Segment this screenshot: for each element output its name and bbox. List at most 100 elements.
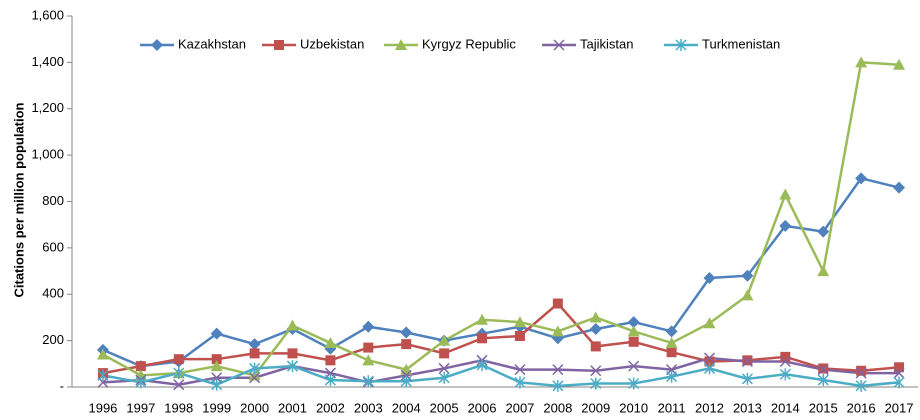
x-tick-label: 2017	[885, 400, 914, 415]
marker	[741, 355, 753, 368]
marker	[135, 376, 147, 389]
x-tick-label: 2013	[733, 400, 762, 415]
legend-label: Tajikistan	[580, 36, 633, 51]
legend-label: Kyrgyz Republic	[422, 36, 516, 51]
y-tick-label: 800	[42, 193, 64, 208]
x-tick-label: 1996	[88, 400, 117, 415]
marker	[627, 316, 640, 329]
series-line	[102, 176, 900, 368]
marker	[97, 369, 109, 382]
marker	[627, 325, 640, 337]
marker	[210, 360, 223, 372]
marker	[438, 362, 450, 374]
marker	[362, 375, 374, 388]
marker	[324, 336, 337, 348]
y-axis-label: Citations per million population	[11, 102, 26, 297]
marker	[628, 377, 640, 390]
marker	[438, 371, 450, 384]
x-tick-label: 1999	[202, 400, 231, 415]
marker	[818, 363, 829, 374]
marker	[400, 326, 413, 339]
marker	[628, 336, 639, 347]
marker	[401, 339, 412, 350]
series-line	[102, 301, 900, 375]
marker	[856, 365, 867, 376]
marker	[780, 351, 791, 362]
marker	[248, 369, 261, 381]
marker	[552, 364, 564, 376]
marker	[249, 372, 261, 384]
marker	[779, 219, 792, 232]
legend-label: Kazakhstan	[178, 36, 246, 51]
series-line	[102, 61, 900, 377]
marker	[666, 347, 677, 358]
y-tick-label: 200	[42, 332, 64, 347]
marker	[741, 372, 753, 385]
x-tick-label: 2010	[619, 400, 648, 415]
marker	[590, 365, 602, 377]
marker	[893, 367, 905, 379]
x-tick-label: 2001	[278, 400, 307, 415]
x-tick-label: 2014	[771, 400, 800, 415]
marker	[590, 341, 601, 352]
marker	[779, 188, 792, 200]
y-tick-label: 1,600	[31, 7, 64, 22]
x-tick-label: 2004	[392, 400, 421, 415]
marker	[173, 379, 185, 391]
marker	[477, 333, 488, 344]
x-tick-label: 2006	[468, 400, 497, 415]
series-line	[102, 363, 900, 388]
marker	[439, 348, 450, 359]
marker	[855, 367, 867, 379]
marker	[703, 317, 716, 329]
marker	[514, 364, 526, 376]
marker	[286, 319, 299, 331]
marker	[514, 376, 526, 389]
y-tick-label: -	[60, 378, 64, 393]
marker	[249, 348, 260, 359]
marker	[551, 325, 564, 337]
marker	[400, 375, 412, 388]
marker	[173, 354, 184, 365]
marker	[552, 298, 563, 309]
marker	[704, 356, 715, 367]
marker	[552, 379, 564, 392]
marker	[817, 364, 829, 376]
marker	[741, 269, 754, 282]
marker	[628, 360, 640, 372]
marker	[362, 320, 375, 333]
marker	[362, 354, 375, 366]
y-tick-label: 1,000	[31, 147, 64, 162]
marker	[817, 374, 829, 387]
marker	[249, 362, 261, 375]
marker	[211, 378, 223, 391]
marker	[703, 352, 716, 364]
marker	[817, 225, 830, 238]
marker	[287, 348, 298, 359]
marker	[135, 361, 146, 372]
x-tick-label: 2000	[240, 400, 269, 415]
legend-marker	[675, 39, 687, 51]
marker	[210, 327, 223, 340]
marker	[665, 336, 678, 348]
marker	[855, 172, 868, 185]
marker	[742, 355, 753, 366]
x-tick-label: 2005	[430, 400, 459, 415]
marker	[325, 355, 336, 366]
marker	[703, 272, 716, 285]
legend-label: Turkmenistan	[702, 36, 780, 51]
marker	[324, 374, 336, 387]
x-tick-label: 1998	[164, 400, 193, 415]
marker	[438, 334, 451, 346]
marker	[589, 323, 602, 336]
marker	[514, 330, 525, 341]
marker	[590, 377, 602, 390]
x-tick-label: 1997	[126, 400, 155, 415]
y-tick-label: 400	[42, 286, 64, 301]
legend-marker	[274, 40, 284, 50]
marker	[476, 358, 488, 371]
x-tick-label: 2009	[581, 400, 610, 415]
x-tick-label: 2015	[809, 400, 838, 415]
marker	[666, 370, 678, 383]
marker	[703, 362, 716, 375]
